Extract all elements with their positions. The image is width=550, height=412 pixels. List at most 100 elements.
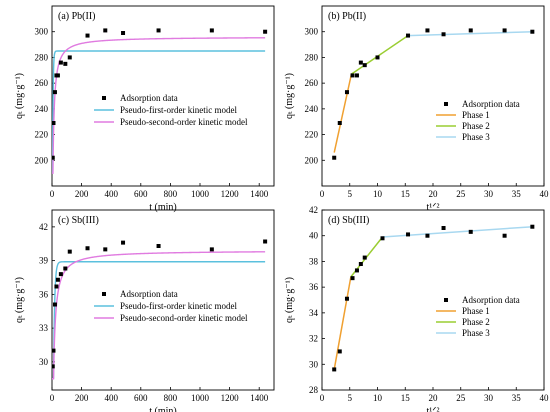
x-tick-label: 40	[540, 393, 550, 403]
data-point	[441, 32, 446, 37]
legend-label: Pseudo-second-order kinetic model	[120, 313, 248, 323]
data-point	[530, 224, 535, 229]
data-point	[362, 63, 367, 68]
data-point	[344, 296, 349, 301]
chart-panel-3: 0 200 400 600 800 1000 1200 1400 30 33 36 39 42 t (mi…	[14, 209, 275, 412]
legend-label: Adsorption data	[120, 289, 178, 299]
y-tick-label: 33	[39, 323, 49, 333]
data-point	[354, 73, 359, 78]
data-point	[52, 348, 56, 353]
data-point	[209, 247, 214, 252]
x-tick-label: 20	[429, 189, 439, 199]
y-tick-label: 38	[309, 256, 319, 266]
legend-label: Phase 1	[462, 110, 490, 120]
x-axis-title: t (min)	[149, 406, 177, 412]
data-point	[358, 60, 363, 65]
x-axis-title: t¹ᐟ²	[426, 406, 439, 412]
x-tick-label: 35	[512, 393, 522, 403]
data-point	[530, 29, 535, 34]
x-tick-label: 1400	[250, 393, 269, 403]
x-tick-label: 30	[484, 393, 494, 403]
x-tick-label: 15	[401, 393, 411, 403]
y-tick-label: 280	[305, 52, 319, 62]
data-point	[63, 61, 68, 66]
data-point	[103, 247, 108, 252]
data-point	[350, 73, 355, 78]
x-tick-label: 1400	[250, 189, 269, 199]
legend: Adsorption data Pseudo-first-order kineti…	[94, 93, 248, 127]
y-axis-title: qₜ (mg·g⁻¹)	[284, 73, 295, 119]
data-point	[263, 239, 268, 244]
series-group	[332, 224, 535, 372]
data-point	[209, 28, 214, 33]
data-point	[52, 90, 57, 95]
x-tick-label: 400	[104, 393, 118, 403]
y-tick-label: 39	[39, 256, 49, 266]
x-axis-title: t¹ᐟ²	[426, 202, 439, 213]
y-tick-label: 40	[309, 231, 319, 241]
y-tick-label: 42	[39, 222, 48, 232]
data-point	[380, 236, 385, 241]
legend-marker	[102, 292, 106, 296]
y-tick-label: 32	[309, 334, 318, 344]
data-point	[55, 277, 60, 282]
legend-label: Phase 2	[462, 121, 490, 131]
data-point	[121, 240, 126, 245]
y-tick-label: 200	[305, 155, 319, 165]
data-point	[344, 90, 349, 95]
y-axis-title: qₜ (mg·g⁻¹)	[14, 277, 25, 323]
phase-line	[333, 73, 353, 153]
phase-line	[382, 225, 533, 238]
y-tick-label: 34	[309, 308, 319, 318]
data-point	[58, 272, 63, 277]
panel-label: (a) Pb(II)	[58, 11, 95, 22]
y-tick-label: 42	[309, 205, 318, 215]
legend-marker	[444, 298, 448, 302]
y-tick-label: 28	[309, 385, 319, 395]
y-axis-title: qₜ (mg·g⁻¹)	[14, 73, 25, 119]
data-point	[332, 367, 337, 372]
y-tick-label: 240	[35, 104, 49, 114]
y-axis-title: qₜ (mg·g⁻¹)	[284, 277, 295, 323]
x-tick-label: 200	[75, 393, 89, 403]
legend-marker	[102, 96, 106, 100]
panel-label: (d) Sb(III)	[328, 215, 369, 226]
data-point	[468, 28, 473, 33]
data-point	[375, 55, 380, 60]
data-point	[362, 255, 367, 260]
y-tick-label: 30	[309, 359, 319, 369]
x-tick-label: 1200	[221, 393, 240, 403]
panel-label: (c) Sb(III)	[58, 215, 99, 226]
phase-line	[333, 276, 352, 370]
legend-label: Pseudo-second-order kinetic model	[120, 117, 248, 127]
x-tick-label: 25	[456, 393, 466, 403]
x-tick-label: 0	[320, 393, 325, 403]
legend-label: Phase 2	[462, 317, 490, 327]
y-tick-label: 36	[39, 289, 49, 299]
data-point	[406, 232, 411, 237]
data-point	[332, 155, 337, 160]
data-point	[425, 233, 430, 238]
data-point	[337, 349, 342, 354]
data-point	[350, 276, 355, 281]
data-point	[502, 28, 507, 33]
data-point	[67, 249, 72, 254]
x-tick-label: 1000	[191, 189, 210, 199]
legend-label: Phase 1	[462, 306, 490, 316]
plot-frame	[51, 5, 275, 187]
x-tick-label: 800	[164, 393, 178, 403]
legend-label: Pseudo-first-order kinetic model	[120, 105, 237, 115]
data-point	[121, 31, 126, 35]
plot-frame	[51, 209, 275, 391]
data-point	[441, 226, 446, 230]
y-tick-label: 220	[305, 130, 319, 140]
data-point	[156, 28, 161, 33]
data-point	[52, 121, 56, 125]
model-curve	[52, 261, 266, 380]
x-tick-label: 0	[50, 189, 55, 199]
y-tick-label: 260	[35, 78, 49, 88]
x-tick-label: 0	[320, 189, 325, 199]
data-point	[55, 73, 60, 78]
